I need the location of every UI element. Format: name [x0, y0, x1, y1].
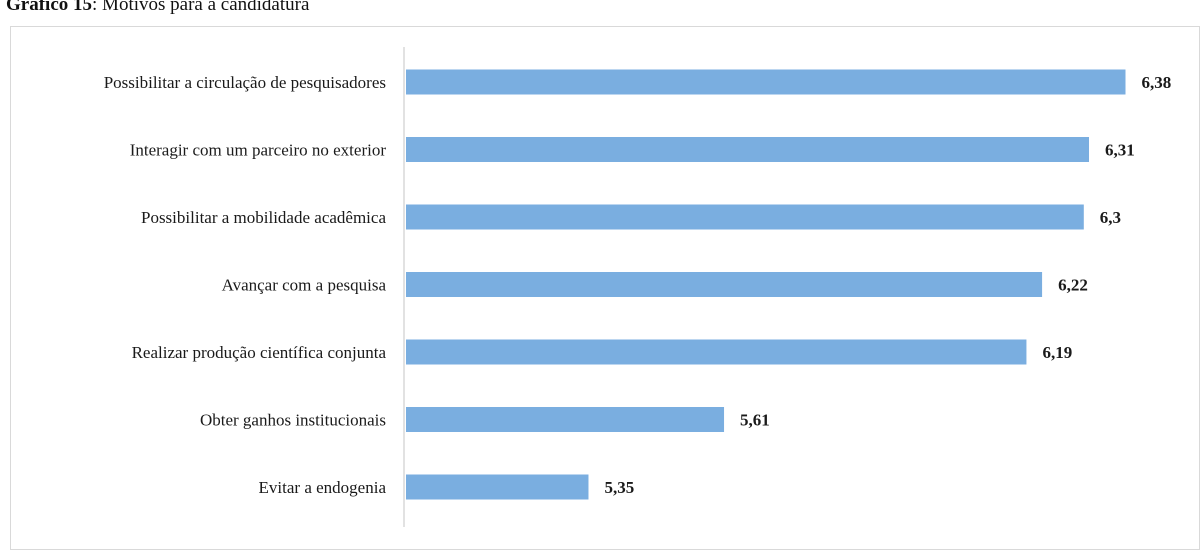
bar-chart: Possibilitar a circulação de pesquisador… — [104, 47, 1172, 527]
value-label: 6,22 — [1058, 276, 1088, 295]
caption-text: : Motivos para a candidatura — [92, 0, 310, 15]
category-label: Possibilitar a circulação de pesquisador… — [104, 73, 386, 92]
value-label: 6,19 — [1042, 343, 1072, 362]
value-label: 5,61 — [740, 411, 770, 430]
value-label: 5,35 — [604, 478, 634, 497]
category-label: Interagir com um parceiro no exterior — [130, 141, 387, 160]
value-label: 6,3 — [1100, 208, 1121, 227]
chart-frame: Possibilitar a circulação de pesquisador… — [10, 26, 1200, 550]
category-label: Obter ganhos institucionais — [200, 411, 386, 430]
category-label: Realizar produção científica conjunta — [132, 343, 387, 362]
category-label: Avançar com a pesquisa — [222, 276, 387, 295]
bar — [406, 137, 1090, 162]
bar — [406, 69, 1126, 95]
caption-number: Gráfico 15 — [6, 0, 93, 15]
bar — [406, 204, 1084, 230]
value-label: 6,38 — [1142, 73, 1172, 92]
bar — [406, 272, 1043, 297]
bar — [406, 474, 589, 500]
value-label: 6,31 — [1105, 141, 1135, 160]
bar — [406, 407, 725, 432]
chart-caption: Gráfico 15: Motivos para a candidatura — [6, 0, 309, 16]
category-label: Possibilitar a mobilidade acadêmica — [141, 208, 386, 227]
bar — [406, 339, 1027, 365]
category-label: Evitar a endogenia — [259, 478, 387, 497]
